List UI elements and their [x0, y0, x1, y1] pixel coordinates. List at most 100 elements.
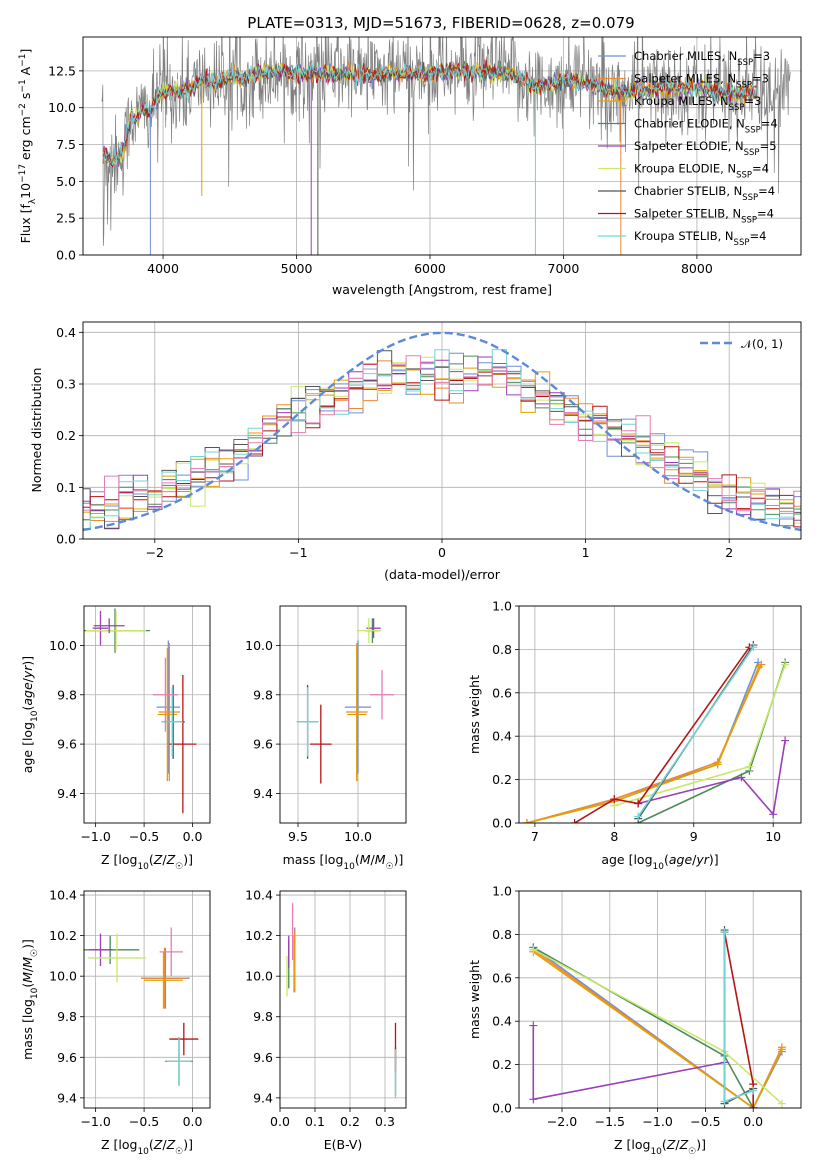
legend-entry: Kroupa MILES, NSSP=3: [634, 94, 761, 113]
axes: −2.0 −1.5 −1.0 −0.5 0.0 0.0 0.2 0.4 0.6 0.8 1.0: [492, 884, 802, 1129]
legend-name: Kroupa MILES, N: [634, 94, 729, 108]
legend-sub: SSP: [736, 81, 752, 91]
error-bar-point: [142, 947, 187, 1009]
label-part: )]: [183, 1137, 193, 1152]
legend-name: Kroupa ELODIE, N: [634, 162, 736, 176]
x-tick-label: −1.0: [80, 829, 110, 844]
label-part: (: [149, 852, 154, 867]
label-part: Z: [153, 1137, 163, 1152]
x-tick-label: 9: [690, 829, 698, 844]
label-part: Z: [166, 852, 176, 867]
y-tick-label: 0.0: [56, 532, 76, 547]
plot-area: [296, 618, 394, 784]
y-tick-label: 10.2: [49, 928, 77, 943]
legend-sub: SSP: [734, 238, 750, 248]
label-part: )]: [183, 852, 193, 867]
plot-area: [286, 903, 397, 1098]
y-tick-label: 0.4: [56, 325, 76, 340]
y-tick-label: 0.0: [56, 248, 76, 263]
plot-area: [101, 37, 791, 255]
legend-tail: =3: [744, 94, 761, 108]
legend-tail: =4: [761, 117, 778, 131]
y-tick-label: 10.2: [245, 928, 273, 943]
label-part: −1: [18, 54, 28, 67]
label-part: 10: [30, 710, 40, 722]
legend-entry: Kroupa ELODIE, NSSP=4: [634, 162, 769, 181]
axes-frame: [518, 605, 802, 824]
legend-sub: SSP: [744, 148, 760, 158]
x-tick-label: −1.5: [595, 1114, 625, 1129]
weight-marker: [634, 812, 643, 821]
y-tick-label: 10.0: [245, 638, 273, 653]
x-tick-label: −0.5: [690, 1114, 720, 1129]
x-tick-label: 0.2: [340, 1114, 360, 1129]
x-tick-label: 0.0: [270, 1114, 290, 1129]
label-part: M: [20, 957, 35, 968]
legend-entry: Salpeter ELODIE, NSSP=5: [634, 139, 777, 158]
error-bar-point: [296, 687, 319, 757]
plot-area: [84, 608, 197, 814]
weight-series-line: [574, 646, 751, 823]
label-part: 10: [18, 183, 33, 199]
y-tick-label: 0.6: [492, 970, 512, 985]
age-vs-metallicity-panel: −1.0 −0.5 0.09.49.69.810.0Z [log10(Z/Z☉)]a…: [20, 605, 211, 872]
y-tick-label: 9.6: [57, 1050, 77, 1065]
error-bar-point: [158, 642, 180, 782]
label-part: ☉: [175, 1147, 183, 1157]
error-bar-point: [310, 704, 332, 784]
label-part: /: [162, 1137, 167, 1152]
legend-tail: =3: [752, 72, 769, 86]
label-part: −2: [18, 103, 28, 116]
label-part: ☉: [175, 862, 183, 872]
x-tick-label: −0.5: [129, 1114, 159, 1129]
histogram-step-line: [83, 356, 801, 530]
y-tick-label: 2.5: [56, 211, 76, 226]
weight-series-line: [532, 951, 783, 1108]
x-axis-label: age [log10(age/yr)]: [601, 852, 718, 872]
histogram-step-line: [83, 349, 801, 530]
gaussian-legend-label: 𝒩(0, 1): [741, 337, 783, 351]
y-axis-label: mass weight: [467, 960, 482, 1039]
weight-marker: [570, 819, 579, 823]
y-tick-label: 12.5: [48, 63, 76, 78]
legend-tail: =4: [758, 184, 775, 198]
axes-frame: [279, 890, 407, 1109]
y-tick-label: 0.2: [492, 1057, 512, 1072]
label-part: /: [20, 967, 35, 972]
weight-marker: [634, 799, 643, 808]
legend-name: Salpeter ELODIE, N: [634, 139, 744, 153]
y-tick-label: 10.4: [245, 888, 273, 903]
axes-frame: [83, 605, 211, 824]
label-part: Z: [666, 1137, 676, 1152]
label-part: M: [360, 852, 371, 867]
legend-entry: Salpeter STELIB, NSSP=4: [634, 207, 774, 226]
x-tick-label: 7000: [548, 261, 580, 276]
label-part: )]: [394, 852, 404, 867]
axes-frame: [518, 890, 802, 1109]
label-part: Z: [153, 852, 163, 867]
mass-vs-extinction-panel: 0.0 0.1 0.2 0.3 9.4 9.6 9.8 10.0 10.2 10.4 E(B-V): [245, 888, 407, 1152]
y-tick-label: 0.0: [492, 1101, 512, 1116]
label-part: A: [18, 66, 33, 79]
label-part: yr: [695, 852, 709, 867]
x-tick-label: 0.0: [183, 829, 203, 844]
label-part: M: [20, 972, 35, 983]
axes-frame: [82, 36, 802, 256]
y-tick-label: 0.0: [492, 816, 512, 831]
y-tick-label: 9.8: [57, 687, 77, 702]
weight-marker: [749, 1086, 758, 1095]
x-axis-label: Z [log10(Z/Z☉)]: [614, 1137, 706, 1157]
y-tick-label: 0.2: [492, 772, 512, 787]
legend-sub: SSP: [737, 58, 753, 68]
label-part: Z: [166, 1137, 176, 1152]
error-bar-point: [370, 670, 394, 720]
axes: 4000 5000 6000 7000 8000 0.0 2.5 5.0 7.5 10.0 12.5: [48, 36, 802, 276]
label-part: /: [20, 677, 35, 682]
x-tick-label: 8000: [681, 261, 713, 276]
weight-marker: [610, 795, 619, 804]
label-part: erg cm: [18, 116, 33, 164]
plot-area: [84, 927, 199, 1086]
x-tick-label: 6000: [414, 261, 446, 276]
weight-series-line: [638, 740, 786, 817]
